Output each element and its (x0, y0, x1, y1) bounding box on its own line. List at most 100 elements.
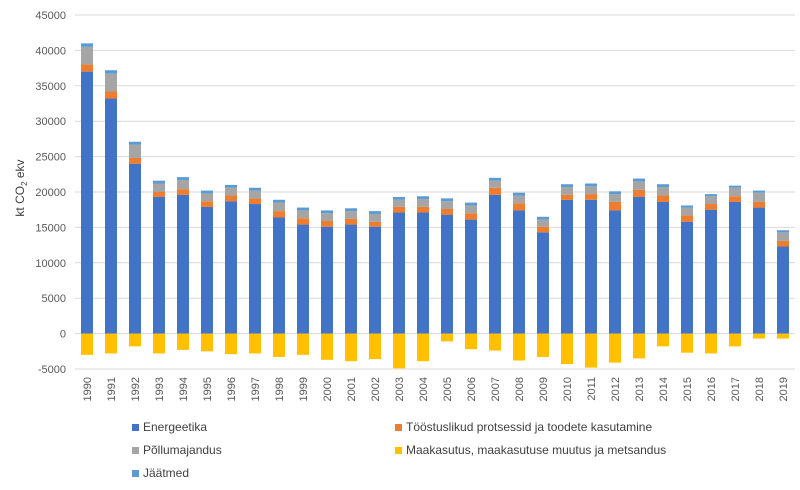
bar-segment-2018-s4 (753, 190, 765, 193)
bar-segment-2005-s4 (441, 198, 453, 202)
x-tick-label: 2011 (586, 377, 598, 401)
bar-segment-2004-s4 (417, 196, 429, 200)
bar-segment-1994-s4 (177, 177, 189, 180)
bar-segment-1996-s0 (225, 201, 237, 334)
bar-segment-2015-s0 (681, 221, 693, 334)
x-tick-label: 2010 (562, 377, 574, 401)
bar-segment-1991-s2 (105, 73, 117, 92)
bar-segment-2017-s2 (729, 187, 741, 197)
bar-segment-2013-s4 (633, 178, 645, 182)
bar-segment-2005-s3 (441, 333, 453, 342)
bar-segment-2007-s4 (489, 177, 501, 181)
bar-segment-2018-s3 (753, 333, 765, 339)
bar-segment-2009-s4 (537, 216, 549, 220)
bar-segment-2011-s0 (585, 199, 597, 334)
bar-segment-1999-s3 (297, 333, 309, 355)
bar-segment-1992-s3 (129, 333, 141, 347)
x-tick-label: 2013 (634, 377, 646, 401)
bar-segment-2000-s2 (321, 213, 333, 222)
bar-segment-2003-s1 (393, 206, 405, 213)
bar-segment-2010-s2 (561, 187, 573, 195)
bar-segment-2014-s2 (657, 187, 669, 196)
bar-segment-2017-s4 (729, 185, 741, 188)
bar-segment-2006-s4 (465, 202, 477, 206)
bar-segment-1990-s1 (81, 64, 93, 72)
bar-segment-1993-s3 (153, 333, 165, 354)
bar-segment-2013-s0 (633, 196, 645, 334)
bar-segment-2009-s2 (537, 219, 549, 227)
bar-segment-2015-s4 (681, 205, 693, 208)
bar-segment-2008-s2 (513, 195, 525, 204)
bar-segment-2004-s1 (417, 206, 429, 213)
bar-segment-2014-s0 (657, 201, 669, 334)
bar-segment-1991-s1 (105, 91, 117, 99)
bar-segment-2016-s1 (705, 204, 717, 210)
bar-segment-2005-s1 (441, 208, 453, 215)
bar-segment-1995-s1 (201, 201, 213, 207)
bar-segment-2001-s0 (345, 224, 357, 334)
bar-segment-2018-s1 (753, 201, 765, 208)
bar-segment-1991-s3 (105, 333, 117, 354)
bar-segment-2017-s3 (729, 333, 741, 347)
x-tick-label: 2015 (682, 377, 694, 401)
bar-segment-1995-s2 (201, 193, 213, 202)
bar-segment-2017-s0 (729, 201, 741, 334)
bar-segment-1993-s1 (153, 192, 165, 197)
bar-segment-2003-s2 (393, 199, 405, 207)
bar-segment-1996-s3 (225, 333, 237, 355)
x-tick-label: 2007 (490, 377, 502, 401)
bar-segment-2010-s4 (561, 184, 573, 188)
x-tick-label: 1991 (106, 377, 118, 401)
bar-segment-2008-s0 (513, 210, 525, 334)
bar-segment-2013-s3 (633, 333, 645, 359)
y-axis-label-sub: 2 (20, 181, 29, 186)
bar-segment-1997-s4 (249, 187, 261, 191)
bar-segment-2016-s4 (705, 194, 717, 197)
bar-segment-2012-s3 (609, 333, 621, 363)
y-tick-label: 25000 (35, 152, 66, 164)
bar-segment-2014-s1 (657, 195, 669, 202)
bar-segment-2003-s4 (393, 196, 405, 200)
bar-segment-2015-s3 (681, 333, 693, 353)
bar-segment-2004-s3 (417, 333, 429, 362)
bar-segment-2002-s0 (369, 226, 381, 334)
bar-segment-2006-s1 (465, 213, 477, 220)
bar-segment-2005-s0 (441, 214, 453, 334)
bar-segment-1994-s2 (177, 179, 189, 190)
bar-segment-2008-s1 (513, 203, 525, 211)
bar-segment-1992-s4 (129, 141, 141, 145)
bar-segment-2019-s3 (777, 333, 789, 339)
x-tick-label: 2005 (442, 377, 454, 401)
bar-segment-2011-s4 (585, 183, 597, 187)
bar-segment-1994-s0 (177, 194, 189, 334)
bar-segment-1997-s1 (249, 198, 261, 205)
x-tick-label: 2012 (610, 377, 622, 401)
bar-segment-2001-s3 (345, 333, 357, 362)
bar-segment-1991-s4 (105, 70, 117, 74)
bar-segment-1994-s3 (177, 333, 189, 350)
bar-segment-1991-s0 (105, 98, 117, 334)
bar-segment-2005-s2 (441, 201, 453, 209)
bar-segment-1997-s3 (249, 333, 261, 354)
bar-segment-1999-s2 (297, 210, 309, 219)
bar-segment-1992-s0 (129, 163, 141, 334)
bar-segment-2007-s1 (489, 187, 501, 195)
bar-segment-1996-s1 (225, 195, 237, 202)
x-tick-label: 2017 (730, 377, 742, 401)
bar-segment-1998-s3 (273, 333, 285, 357)
bar-segment-2000-s1 (321, 221, 333, 227)
bar-segment-2006-s0 (465, 219, 477, 334)
bar-segment-1996-s4 (225, 184, 237, 188)
bar-segment-2002-s2 (369, 213, 381, 222)
bar-segment-2008-s3 (513, 333, 525, 361)
bar-segment-2008-s4 (513, 192, 525, 196)
bar-segment-2013-s1 (633, 189, 645, 197)
bar-segment-2007-s2 (489, 180, 501, 188)
bar-segment-2012-s0 (609, 210, 621, 334)
bar-segment-1990-s0 (81, 71, 93, 334)
x-tick-label: 1994 (178, 377, 190, 401)
bar-segment-2000-s0 (321, 226, 333, 334)
bar-segment-1995-s4 (201, 190, 213, 194)
bar-segment-2003-s0 (393, 212, 405, 334)
x-tick-label: 1996 (226, 377, 238, 401)
